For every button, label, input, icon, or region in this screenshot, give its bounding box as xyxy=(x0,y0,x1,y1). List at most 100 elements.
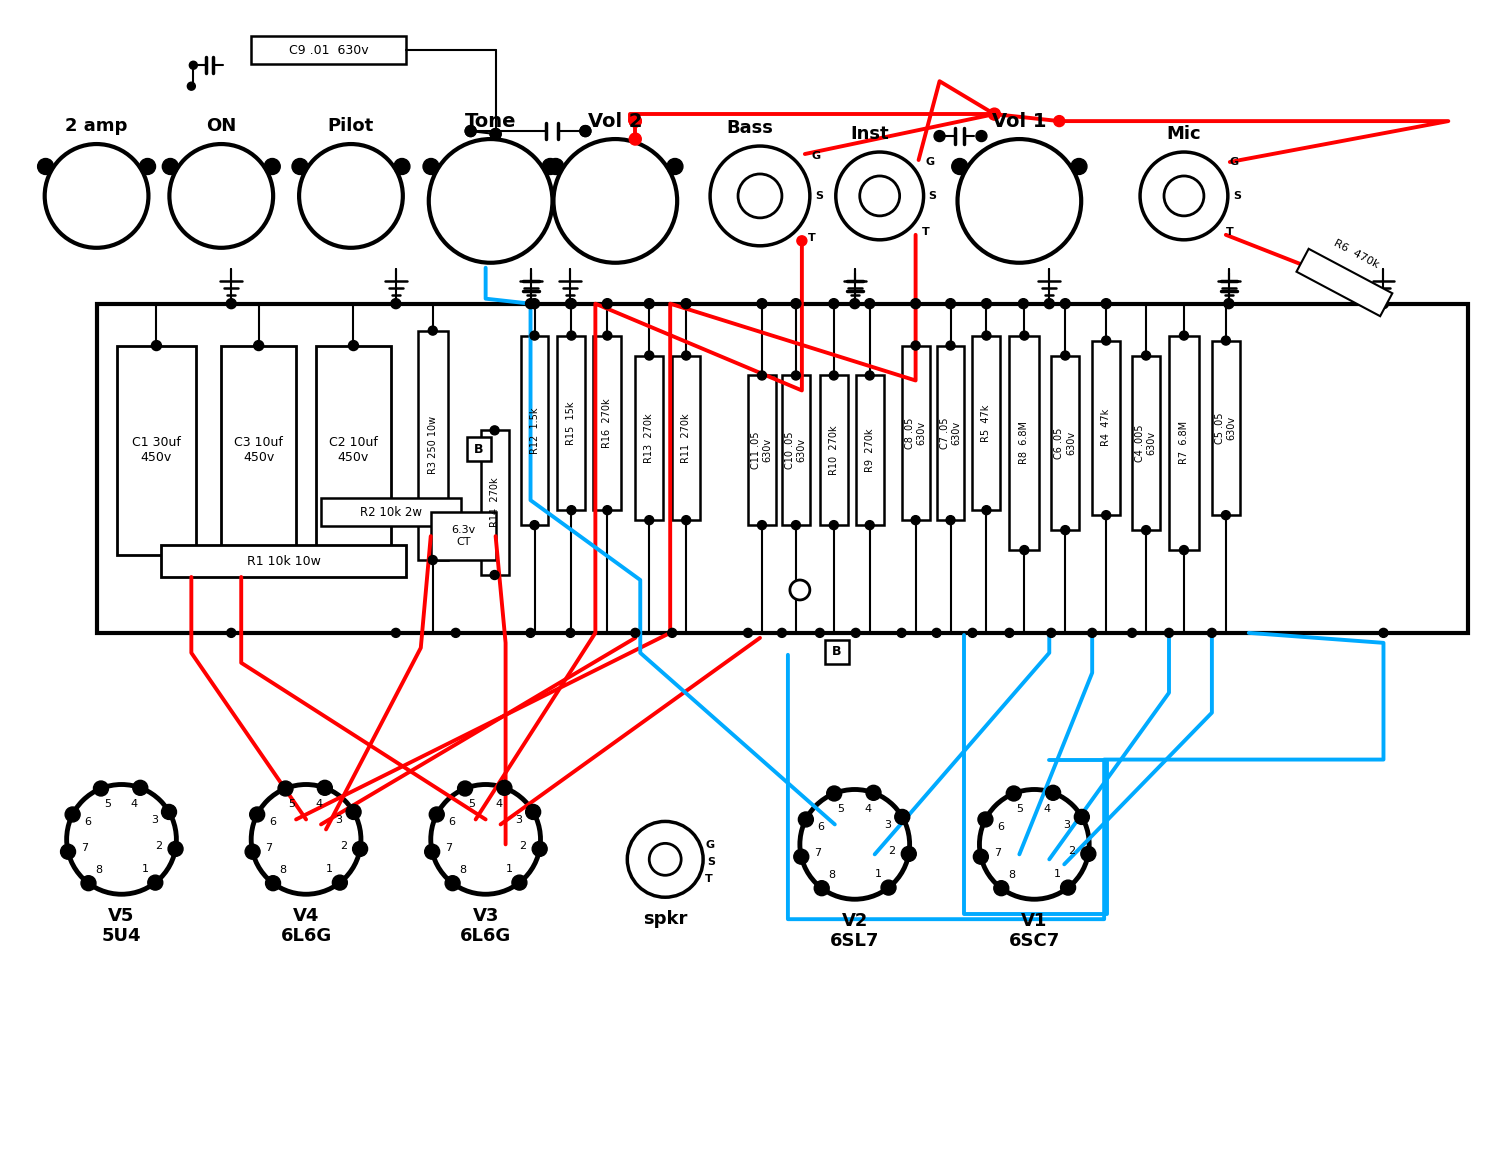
Text: 8: 8 xyxy=(94,865,102,875)
Circle shape xyxy=(81,876,96,890)
Text: 1: 1 xyxy=(141,865,148,874)
Circle shape xyxy=(645,516,654,525)
Text: 5: 5 xyxy=(288,800,296,809)
Text: G: G xyxy=(926,156,934,167)
Circle shape xyxy=(394,159,410,175)
Circle shape xyxy=(429,555,438,564)
Text: 4: 4 xyxy=(864,803,871,814)
Circle shape xyxy=(865,520,874,530)
Circle shape xyxy=(744,628,753,637)
Text: 2: 2 xyxy=(156,841,162,851)
Text: 5: 5 xyxy=(837,804,844,815)
Text: C11 .05
630v: C11 .05 630v xyxy=(752,431,772,469)
Circle shape xyxy=(226,299,236,308)
Circle shape xyxy=(348,341,358,350)
Text: 6SL7: 6SL7 xyxy=(830,932,879,950)
Text: 6: 6 xyxy=(268,817,276,828)
Text: 6: 6 xyxy=(448,817,456,828)
Text: S: S xyxy=(706,858,716,867)
Bar xyxy=(972,336,1000,510)
Circle shape xyxy=(298,144,404,248)
Bar xyxy=(1132,356,1160,530)
Circle shape xyxy=(859,176,900,216)
Circle shape xyxy=(1101,299,1112,308)
Circle shape xyxy=(532,841,548,857)
Text: G: G xyxy=(705,840,714,851)
Text: 5: 5 xyxy=(104,800,111,809)
Circle shape xyxy=(566,299,576,308)
Circle shape xyxy=(429,807,444,822)
Circle shape xyxy=(932,628,940,637)
Circle shape xyxy=(710,146,810,246)
Circle shape xyxy=(1005,628,1014,637)
Text: R6  470k: R6 470k xyxy=(1332,238,1380,270)
Text: 8: 8 xyxy=(1008,869,1016,880)
Circle shape xyxy=(982,331,992,340)
Text: B: B xyxy=(833,646,842,658)
Circle shape xyxy=(1208,628,1216,637)
Text: 5: 5 xyxy=(1017,804,1023,815)
Text: 7: 7 xyxy=(815,848,822,858)
Circle shape xyxy=(66,785,177,895)
Text: 7: 7 xyxy=(994,848,1000,858)
Text: C4 .005
630v: C4 .005 630v xyxy=(1136,424,1156,461)
Circle shape xyxy=(458,781,472,796)
Circle shape xyxy=(681,516,690,525)
Bar xyxy=(825,640,849,664)
Bar xyxy=(520,336,549,525)
Circle shape xyxy=(1074,809,1089,824)
Circle shape xyxy=(254,341,264,350)
Text: G: G xyxy=(1230,156,1239,167)
Circle shape xyxy=(429,326,438,335)
Circle shape xyxy=(168,841,183,857)
Circle shape xyxy=(603,505,612,515)
Circle shape xyxy=(681,351,690,360)
Text: R12  1.5k: R12 1.5k xyxy=(530,407,540,453)
Circle shape xyxy=(758,520,766,530)
Circle shape xyxy=(266,876,280,890)
Bar xyxy=(902,345,930,520)
Circle shape xyxy=(630,115,642,127)
Text: 1: 1 xyxy=(326,865,333,874)
Circle shape xyxy=(1224,299,1234,308)
Circle shape xyxy=(446,876,460,890)
Text: V5: V5 xyxy=(108,907,135,925)
Bar xyxy=(419,330,447,560)
Circle shape xyxy=(1378,628,1388,637)
Text: C3 10uf
450v: C3 10uf 450v xyxy=(234,436,284,465)
Circle shape xyxy=(566,628,574,637)
Bar xyxy=(855,376,883,525)
Circle shape xyxy=(980,789,1089,899)
Text: R13  270k: R13 270k xyxy=(644,413,654,462)
Circle shape xyxy=(148,875,164,890)
Circle shape xyxy=(60,844,75,859)
Text: 8: 8 xyxy=(828,869,836,880)
Text: 3: 3 xyxy=(514,816,522,825)
Circle shape xyxy=(897,628,906,637)
Bar xyxy=(162,545,407,577)
Circle shape xyxy=(188,82,195,90)
Circle shape xyxy=(525,804,540,819)
Circle shape xyxy=(140,159,156,175)
Bar xyxy=(96,304,1468,633)
Text: spkr: spkr xyxy=(644,910,687,928)
Bar xyxy=(1052,356,1078,530)
Circle shape xyxy=(392,628,400,637)
Text: R10  270k: R10 270k xyxy=(830,425,839,475)
Circle shape xyxy=(490,129,501,139)
Text: 7: 7 xyxy=(446,843,453,853)
Bar xyxy=(480,430,508,575)
Circle shape xyxy=(865,786,880,800)
Circle shape xyxy=(249,807,264,822)
Text: S: S xyxy=(1233,191,1240,201)
Circle shape xyxy=(134,780,148,795)
Circle shape xyxy=(424,844,439,859)
Circle shape xyxy=(910,516,920,525)
Circle shape xyxy=(800,789,909,899)
Circle shape xyxy=(333,875,348,890)
Text: R16  270k: R16 270k xyxy=(603,398,612,447)
Circle shape xyxy=(318,780,333,795)
Circle shape xyxy=(934,131,945,141)
Circle shape xyxy=(850,299,859,308)
Circle shape xyxy=(1020,546,1029,554)
